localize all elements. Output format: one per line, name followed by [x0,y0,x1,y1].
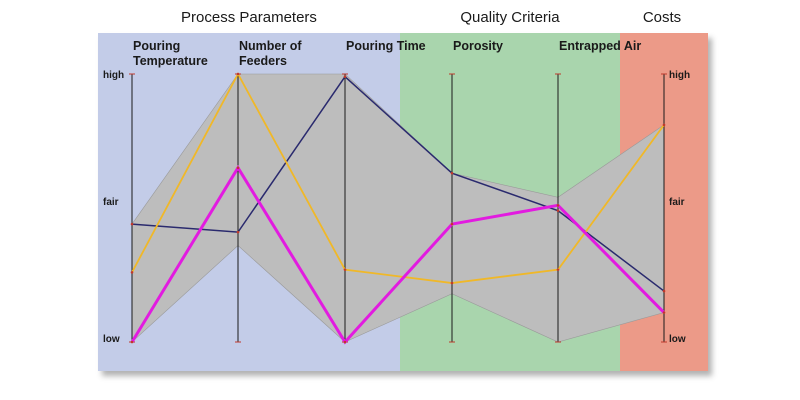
series-line-2 [131,72,665,284]
series-1-point-4 [450,171,454,175]
series-2-point-3 [343,268,347,271]
tick-label-axis-1-fair: fair [103,197,119,208]
group-title-3: Costs [643,9,681,26]
series-2-point-5 [556,268,560,271]
series-2-point-2 [236,72,240,76]
axis-label-2-line-1: Number of [239,39,302,53]
series-1-point-3 [343,75,347,78]
axis-label-2-line-2: Feeders [239,54,287,68]
tick-label-axis-1-low: low [103,334,120,345]
series-1-point-6 [662,289,666,293]
group-title-2: Quality Criteria [460,9,560,26]
group-title-1: Process Parameters [181,9,317,26]
series-1-point-1 [130,222,134,226]
series-2-point-6 [662,123,666,127]
axis-label-3-line-1: Pouring Time [346,39,426,53]
axis-label-4-line-1: Porosity [453,39,503,53]
series-line-3 [130,164,666,345]
axis-label-1-line-2: Temperature [133,54,208,68]
series-3-point-2 [236,166,240,170]
series-3-point-5 [556,204,560,207]
series-2-point-4 [450,281,454,285]
tick-label-axis-1-high: high [103,70,124,81]
series-3-point-3 [343,340,347,344]
tick-label-axis-6-high: high [669,70,690,81]
series-1-point-2 [236,230,240,234]
series-2-point-1 [130,271,134,274]
labels-layer: Process Parameters Quality Criteria Costs P… [103,9,690,345]
axes-layer [129,73,667,343]
series-3-point-1 [130,340,134,344]
series-1-point-5 [556,209,560,212]
series-3-point-4 [450,222,454,226]
series-layer [130,72,666,345]
series-3-point-6 [662,311,666,314]
axis-label-5-line-1: Entrapped Air [559,39,641,53]
tick-label-axis-6-fair: fair [669,197,685,208]
tick-label-axis-6-low: low [669,334,686,345]
axis-label-1-line-1: Pouring [133,39,180,53]
